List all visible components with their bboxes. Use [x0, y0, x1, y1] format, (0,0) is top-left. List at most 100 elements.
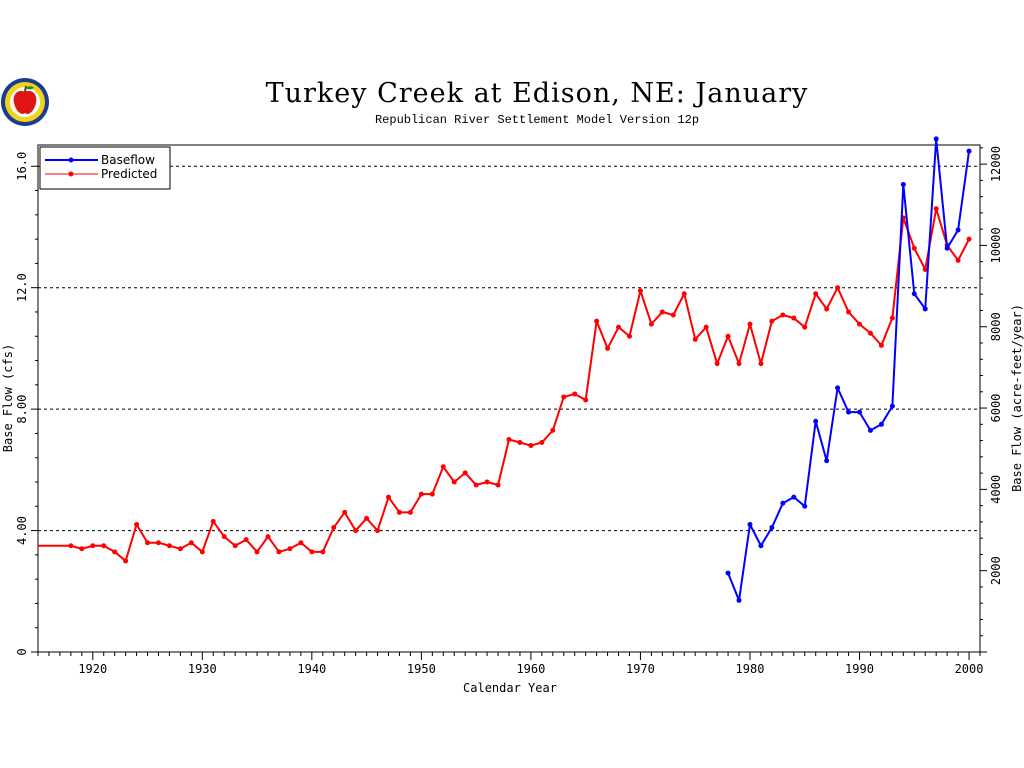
baseflow-point — [911, 291, 917, 297]
predicted-point — [101, 543, 107, 549]
y-tick-label: 12.0 — [15, 273, 29, 302]
predicted-point — [539, 440, 545, 446]
gridlines — [38, 165, 980, 532]
predicted-point — [90, 543, 96, 549]
legend-baseflow-label: Baseflow — [101, 153, 155, 167]
y-tick-label: 4.00 — [15, 516, 29, 545]
predicted-point — [517, 440, 523, 446]
predicted-point — [418, 491, 424, 497]
predicted-point — [813, 291, 819, 297]
predicted-point — [846, 309, 852, 315]
x-tick-label: 1990 — [845, 662, 874, 676]
x-tick-label: 1940 — [297, 662, 326, 676]
predicted-point — [506, 436, 512, 442]
y2-tick-label: 6000 — [989, 394, 1003, 423]
predicted-point — [221, 534, 227, 540]
predicted-point — [911, 245, 917, 251]
predicted-point — [353, 528, 359, 534]
baseflow-point — [736, 597, 742, 603]
predicted-point — [210, 518, 216, 524]
predicted-point — [440, 464, 446, 470]
predicted-point — [462, 470, 468, 476]
x-axis-label: Calendar Year — [463, 681, 557, 695]
predicted-point — [155, 540, 161, 546]
baseflow-point — [824, 458, 830, 464]
baseflow-line — [727, 137, 971, 602]
predicted-point — [298, 540, 304, 546]
logo — [1, 78, 49, 126]
baseflow-point — [889, 403, 895, 409]
predicted-point — [725, 333, 731, 339]
baseflow-point — [769, 525, 775, 531]
predicted-point — [386, 494, 392, 500]
baseflow-point — [791, 494, 797, 500]
predicted-point — [396, 509, 402, 515]
baseflow-point — [813, 418, 819, 424]
predicted-point — [594, 318, 600, 324]
y2-tick-label: 2000 — [989, 556, 1003, 585]
predicted-point — [955, 257, 961, 263]
predicted-point — [528, 443, 534, 449]
baseflow-point — [955, 227, 961, 233]
predicted-point — [966, 236, 972, 242]
predicted-point — [780, 312, 786, 318]
baseflow-point — [867, 427, 873, 433]
x-tick-label: 1960 — [516, 662, 545, 676]
predicted-point — [616, 324, 622, 330]
baseflow-point — [802, 503, 808, 509]
predicted-point — [626, 333, 632, 339]
baseflow-point — [835, 385, 841, 391]
predicted-point — [177, 546, 183, 552]
baseflow-point — [857, 409, 863, 415]
predicted-point — [605, 345, 611, 351]
predicted-point — [254, 549, 260, 555]
y2-tick-label: 10000 — [989, 227, 1003, 263]
predicted-point — [550, 427, 556, 433]
predicted-line — [38, 207, 970, 562]
predicted-point — [692, 336, 698, 342]
predicted-point — [188, 540, 194, 546]
baseflow-point — [900, 181, 906, 187]
y2-axis-label: Base Flow (acre-feet/year) — [1010, 304, 1024, 492]
predicted-point — [232, 543, 238, 549]
x-tick-label: 1980 — [736, 662, 765, 676]
series-layer — [38, 136, 972, 603]
predicted-point — [123, 558, 129, 564]
predicted-point — [769, 318, 775, 324]
baseflow-point — [747, 521, 753, 527]
predicted-point — [747, 321, 753, 327]
predicted-point — [407, 509, 413, 515]
predicted-point — [703, 324, 709, 330]
predicted-point — [331, 525, 337, 531]
y-axis-label: Base Flow (cfs) — [1, 344, 15, 452]
predicted-point — [824, 306, 830, 312]
y-axis-left: 0 4.00 8.00 12.0 16.0 — [15, 152, 38, 656]
baseflow-point — [933, 136, 939, 142]
x-axis: 1920 1930 1940 1950 1960 1970 1980 1990 2000 — [37, 652, 983, 676]
predicted-point — [583, 397, 589, 403]
predicted-point — [933, 206, 939, 212]
baseflow-point — [966, 148, 972, 154]
y-tick-label: 8.00 — [15, 395, 29, 424]
y2-tick-label: 4000 — [989, 475, 1003, 504]
predicted-point — [758, 361, 764, 367]
predicted-point — [637, 288, 643, 294]
predicted-point — [79, 546, 85, 552]
legend: Baseflow Predicted — [39, 146, 171, 190]
x-tick-label: 1970 — [626, 662, 655, 676]
y-axis-right: 2000 4000 6000 8000 10000 12000 — [980, 146, 1003, 653]
x-tick-label: 1930 — [188, 662, 217, 676]
predicted-point — [451, 479, 457, 485]
predicted-point — [199, 549, 205, 555]
y-tick-label: 16.0 — [15, 152, 29, 181]
predicted-point — [867, 330, 873, 336]
predicted-point — [375, 528, 381, 534]
y2-tick-label: 8000 — [989, 312, 1003, 341]
legend-predicted-label: Predicted — [101, 167, 157, 181]
predicted-point — [364, 515, 370, 521]
predicted-point — [265, 534, 271, 540]
predicted-point — [889, 315, 895, 321]
predicted-point — [309, 549, 315, 555]
baseflow-point — [725, 570, 731, 576]
predicted-point — [145, 540, 151, 546]
